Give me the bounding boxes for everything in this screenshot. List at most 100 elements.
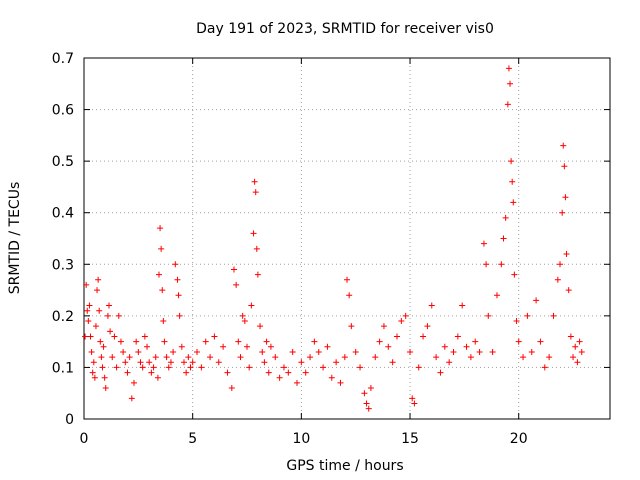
data-point <box>333 359 340 366</box>
data-point <box>528 348 535 355</box>
data-point <box>437 369 444 376</box>
data-point <box>344 276 350 283</box>
data-point <box>259 348 266 355</box>
data-point <box>220 343 227 350</box>
data-point <box>467 354 474 361</box>
data-point <box>157 225 164 232</box>
data-point <box>348 323 355 330</box>
data-point <box>198 364 205 371</box>
data-point <box>120 348 127 355</box>
data-point <box>289 348 296 355</box>
data-point <box>107 328 114 335</box>
data-point <box>251 178 258 185</box>
data-point <box>117 338 124 345</box>
data-point <box>246 364 253 371</box>
data-point <box>160 318 167 325</box>
data-point <box>233 281 240 288</box>
data-point <box>372 354 379 361</box>
data-point <box>207 354 214 361</box>
data-point <box>407 348 414 355</box>
data-point <box>515 338 522 345</box>
data-point <box>167 359 174 366</box>
data-point <box>165 364 172 371</box>
data-point <box>324 343 331 350</box>
data-point <box>402 312 409 319</box>
data-point <box>254 271 261 278</box>
data-point <box>189 359 196 366</box>
data-point <box>163 354 170 361</box>
data-point <box>441 343 448 350</box>
data-point <box>280 364 287 371</box>
data-point <box>174 276 181 283</box>
data-point <box>560 142 567 149</box>
data-point <box>211 333 218 340</box>
data-point <box>561 163 568 170</box>
data-point <box>128 395 135 402</box>
data-point <box>557 261 564 268</box>
data-point <box>97 338 104 345</box>
x-tick-label: 5 <box>188 431 197 447</box>
data-point <box>92 323 99 330</box>
data-point <box>230 266 237 273</box>
data-point <box>574 359 581 366</box>
data-point <box>224 369 231 376</box>
data-point <box>389 359 396 366</box>
data-point <box>363 400 370 407</box>
data-point <box>483 261 490 268</box>
data-point <box>376 338 383 345</box>
data-point <box>476 348 483 355</box>
data-point <box>346 292 353 299</box>
data-point <box>172 261 179 268</box>
data-point <box>337 379 344 386</box>
data-point <box>507 80 514 87</box>
data-point <box>95 276 102 283</box>
data-point <box>450 348 457 355</box>
data-point <box>91 374 98 381</box>
data-point <box>424 323 431 330</box>
data-point <box>546 354 553 361</box>
data-point <box>294 379 301 386</box>
data-point <box>102 385 109 392</box>
data-point <box>508 158 515 165</box>
data-point <box>328 374 335 381</box>
y-tick-label: 0 <box>65 412 74 428</box>
data-point <box>367 385 374 392</box>
data-point <box>99 364 106 371</box>
data-point <box>252 189 259 196</box>
data-point <box>272 354 279 361</box>
data-point <box>185 354 192 361</box>
data-point <box>84 307 91 314</box>
data-point <box>513 318 520 325</box>
data-point <box>105 302 112 309</box>
data-point <box>144 343 151 350</box>
data-point <box>202 338 209 345</box>
data-point <box>265 369 272 376</box>
data-point <box>485 312 492 319</box>
data-point <box>176 312 183 319</box>
data-point <box>420 333 427 340</box>
data-point <box>241 318 248 325</box>
data-point <box>187 364 194 371</box>
data-point <box>89 369 96 376</box>
data-point <box>126 354 133 361</box>
data-point <box>159 287 166 294</box>
data-point <box>311 338 318 345</box>
data-point <box>135 348 142 355</box>
data-point <box>480 240 487 247</box>
data-point <box>520 354 527 361</box>
data-point <box>285 369 292 376</box>
data-point <box>320 364 327 371</box>
x-tick-label: 20 <box>510 431 528 447</box>
data-point <box>148 369 155 376</box>
y-tick-label: 0.3 <box>52 257 74 273</box>
data-point <box>498 261 505 268</box>
data-point <box>248 302 255 309</box>
data-point <box>244 343 251 350</box>
data-point <box>158 245 165 252</box>
data-point <box>357 364 364 371</box>
data-point <box>139 364 146 371</box>
grid <box>84 58 610 419</box>
data-point <box>567 333 574 340</box>
chart-title: Day 191 of 2023, SRMTID for receiver vis… <box>196 21 494 37</box>
data-point <box>113 364 120 371</box>
